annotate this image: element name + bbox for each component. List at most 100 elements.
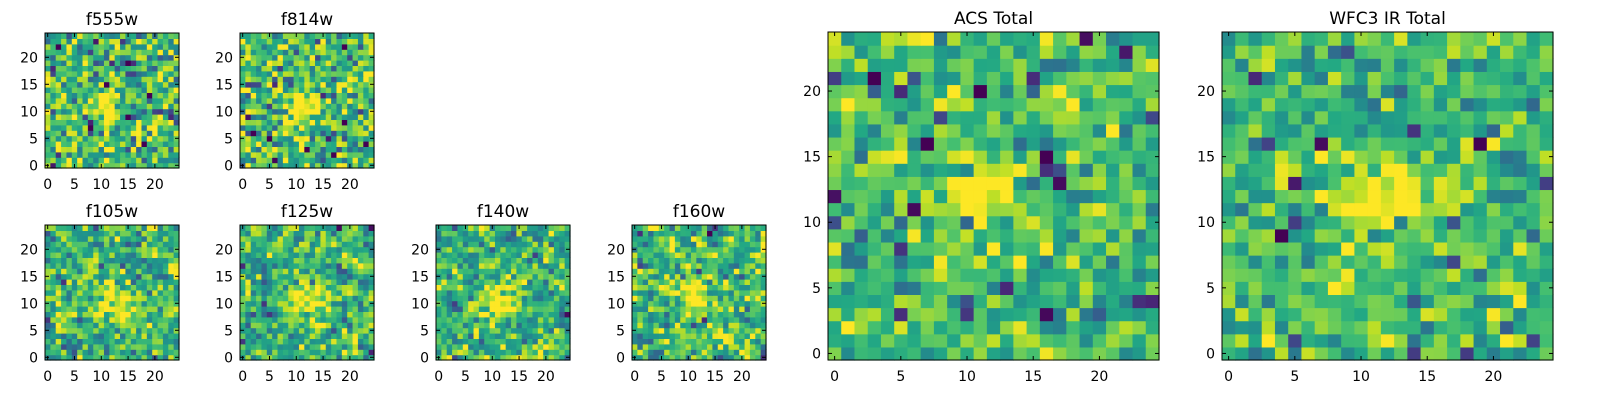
heatmap-cell [707, 354, 713, 361]
heatmap-cell [245, 54, 252, 61]
heatmap-cell [894, 71, 909, 86]
heatmap-cell [240, 38, 246, 45]
heatmap-cell [760, 279, 767, 285]
heatmap-cell [511, 230, 517, 237]
heatmap-cell [1235, 176, 1250, 191]
heatmap-cell [352, 354, 359, 361]
heatmap-cell [696, 289, 703, 296]
heatmap-cell [363, 252, 370, 258]
heatmap-cell [907, 294, 922, 309]
heatmap-cell [701, 279, 708, 285]
heatmap-cell [282, 284, 289, 291]
heatmap-cell [341, 246, 348, 253]
heatmap-cell [1106, 268, 1120, 282]
heatmap-cell [325, 81, 332, 88]
heatmap-cell [933, 320, 948, 335]
heatmap-cell [828, 202, 842, 217]
heatmap-cell [162, 124, 169, 131]
heatmap-cell [1013, 346, 1028, 361]
heatmap-cell [1132, 255, 1147, 269]
heatmap-cell [739, 246, 746, 253]
y-tick-label: 0 [420, 350, 429, 366]
heatmap-cell [1039, 281, 1054, 295]
heatmap-cell [103, 306, 110, 312]
heatmap-cell [77, 311, 84, 318]
heatmap-cell [320, 295, 327, 302]
heatmap-cell [293, 141, 300, 147]
heatmap-cell [1235, 189, 1250, 204]
heatmap-cell [50, 65, 57, 72]
heatmap-cell [315, 108, 321, 115]
heatmap-cell [141, 257, 148, 264]
heatmap-cell [336, 135, 343, 142]
heatmap-cell [245, 43, 252, 50]
heatmap-cell [933, 294, 948, 309]
heatmap-cell [336, 295, 343, 302]
heatmap-cell [109, 76, 116, 83]
heatmap-cell [103, 322, 110, 329]
heatmap-cell [136, 157, 143, 164]
heatmap-cell [653, 295, 660, 302]
heatmap-cell [933, 45, 948, 59]
heatmap-cell [527, 322, 534, 329]
y-tick-label: 5 [224, 323, 233, 339]
heatmap-cell [152, 43, 159, 50]
heatmap-cell [103, 124, 110, 131]
heatmap-cell [363, 333, 370, 339]
heatmap-cell [1526, 320, 1541, 335]
heatmap-cell [120, 141, 126, 147]
heatmap-cell [325, 103, 332, 110]
heatmap-cell [157, 338, 164, 345]
heatmap-cell [298, 103, 305, 110]
heatmap-cell [77, 284, 84, 291]
heatmap-cell [256, 70, 263, 77]
heatmap-cell [690, 279, 697, 285]
y-tick-label: 0 [29, 350, 38, 366]
heatmap-cell [1235, 255, 1250, 269]
heatmap-cell [309, 114, 316, 120]
heatmap-cell [1447, 307, 1461, 322]
heatmap-cell [760, 289, 767, 296]
heatmap-cell [298, 235, 305, 242]
heatmap-cell [527, 257, 534, 264]
heatmap-cells [828, 32, 1160, 361]
heatmap-cell [658, 273, 665, 280]
heatmap-cell [1039, 123, 1054, 138]
heatmap-cell [1145, 110, 1160, 125]
heatmap-cell [109, 141, 116, 147]
heatmap-cell [304, 60, 311, 66]
heatmap-cell [841, 241, 856, 256]
heatmap-cell [1473, 281, 1488, 295]
heatmap-cell [347, 81, 354, 88]
heatmap-cell [564, 316, 571, 323]
heatmap-cell [146, 119, 153, 126]
heatmap-cell [320, 92, 327, 99]
heatmap-cell [658, 252, 665, 258]
heatmap-cell [250, 76, 257, 83]
heatmap-cell [1380, 333, 1395, 348]
heatmap-cell [266, 284, 273, 291]
heatmap-cell [642, 284, 649, 291]
heatmap-cell [77, 130, 84, 137]
heatmap-cell [1407, 307, 1422, 322]
heatmap-cell [336, 241, 343, 248]
heatmap-cell [66, 141, 73, 147]
heatmap-cell [325, 273, 332, 280]
heatmap-cell [537, 262, 544, 269]
heatmap-cell [1222, 215, 1236, 230]
heatmap-cell [1327, 333, 1342, 348]
heatmap-cell [543, 252, 550, 258]
heatmap-cell [298, 333, 305, 339]
heatmap-cell [854, 84, 869, 99]
heatmap-cell [309, 135, 316, 142]
heatmap-cell [298, 306, 305, 312]
heatmap-cell [960, 163, 975, 177]
heatmap-cell [272, 130, 279, 137]
heatmap-cell [828, 281, 842, 295]
heatmap-cell [125, 246, 132, 253]
heatmap-cell [266, 130, 273, 137]
heatmap-cell [315, 43, 321, 50]
heatmap-cell [304, 241, 311, 248]
heatmap-cell [77, 70, 84, 77]
heatmap-cell [45, 322, 51, 329]
